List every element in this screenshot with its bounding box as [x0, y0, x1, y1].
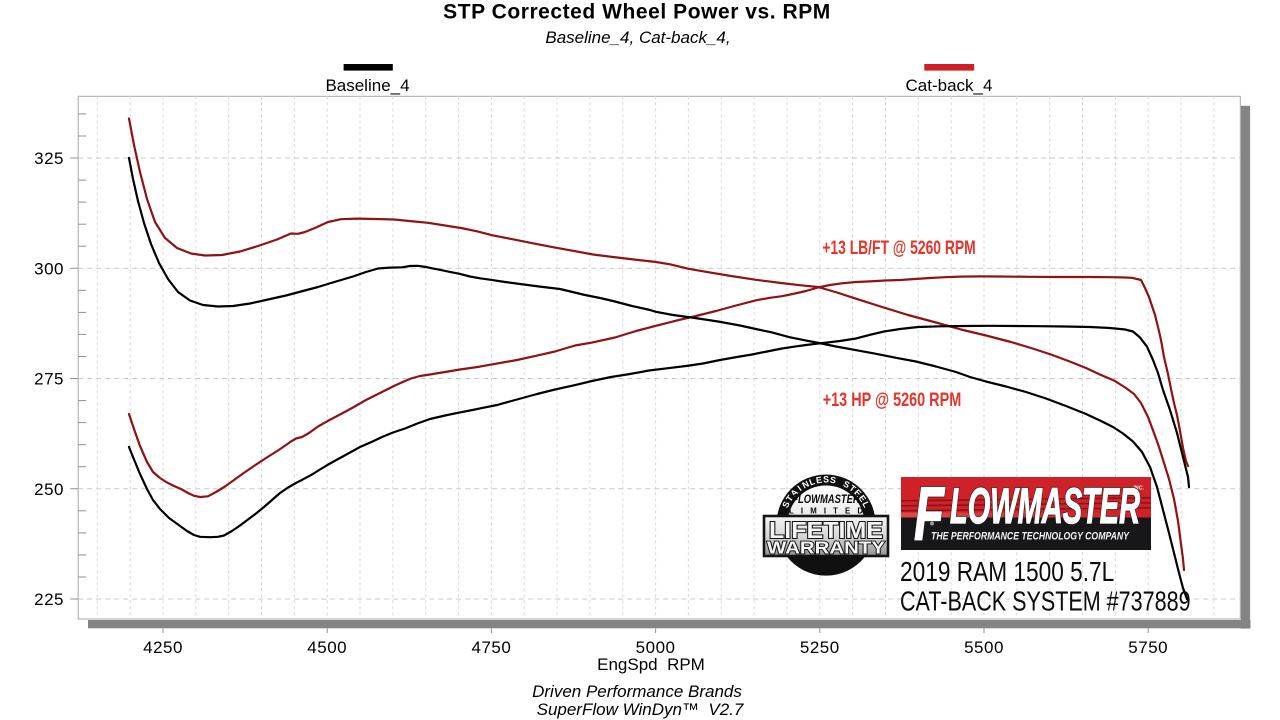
svg-text:FLOWMASTER: FLOWMASTER [792, 493, 860, 506]
svg-text:2019 RAM 1500 5.7L: 2019 RAM 1500 5.7L [900, 557, 1114, 588]
svg-text:300: 300 [34, 259, 64, 278]
svg-text:Baseline_4, Cat-back_4,: Baseline_4, Cat-back_4, [545, 28, 730, 47]
svg-text:+13 LB/FT @ 5260 RPM: +13 LB/FT @ 5260 RPM [822, 237, 975, 259]
svg-text:4250: 4250 [143, 638, 183, 657]
svg-text:CAT-BACK SYSTEM #737889: CAT-BACK SYSTEM #737889 [900, 586, 1191, 617]
svg-text:STP Corrected Wheel Power vs.: STP Corrected Wheel Power vs. RPM [443, 0, 831, 23]
svg-text:T: T [784, 493, 796, 504]
svg-text:5250: 5250 [800, 638, 840, 657]
svg-text:N: N [800, 479, 810, 491]
svg-text:S: S [842, 479, 852, 491]
svg-text:S: S [780, 500, 792, 510]
svg-text:THE PERFORMANCE TECHNOLOGY COM: THE PERFORMANCE TECHNOLOGY COMPANY [931, 531, 1130, 543]
svg-text:5750: 5750 [1128, 638, 1168, 657]
svg-text:4500: 4500 [307, 638, 347, 657]
svg-text:Baseline_4: Baseline_4 [325, 76, 409, 95]
svg-text:LOWMASTER: LOWMASTER [950, 478, 1140, 534]
svg-text:LIFETIME: LIFETIME [769, 517, 883, 543]
svg-text:S: S [823, 475, 829, 485]
svg-text:S: S [829, 475, 837, 486]
svg-text:225: 225 [34, 590, 64, 609]
svg-text:T: T [847, 483, 858, 495]
svg-text:5500: 5500 [964, 638, 1004, 657]
svg-text:EngSpd RPM: EngSpd RPM [597, 655, 705, 674]
svg-text:I: I [796, 484, 804, 493]
svg-text:5000: 5000 [636, 638, 676, 657]
svg-text:A: A [788, 487, 800, 499]
svg-text:E: E [857, 493, 869, 504]
svg-text:F: F [914, 472, 946, 557]
svg-text:LOWMASTER: LOWMASTER [950, 478, 1140, 534]
svg-text:INC.: INC. [1133, 486, 1144, 492]
svg-text:4750: 4750 [471, 638, 511, 657]
svg-text:325: 325 [34, 149, 64, 168]
svg-text:E: E [815, 475, 823, 486]
svg-text:F: F [914, 472, 946, 557]
svg-text:SuperFlow WinDyn™ V2.7: SuperFlow WinDyn™ V2.7 [537, 700, 744, 719]
svg-text:Cat-back_4: Cat-back_4 [906, 76, 993, 95]
svg-text:275: 275 [34, 370, 64, 389]
svg-text:Driven Performance Brands: Driven Performance Brands [532, 682, 742, 701]
svg-text:WARRANTY: WARRANTY [767, 538, 885, 558]
svg-text:L: L [808, 476, 817, 487]
svg-text:E: E [852, 487, 863, 498]
svg-text:L: L [860, 500, 872, 510]
svg-text:+13 HP @ 5260 RPM: +13 HP @ 5260 RPM [823, 389, 962, 410]
svg-text:250: 250 [34, 480, 64, 499]
